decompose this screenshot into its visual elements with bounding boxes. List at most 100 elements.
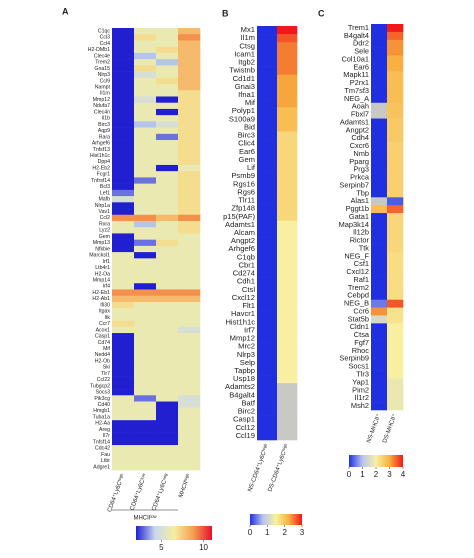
heatmap-cell — [257, 228, 278, 238]
heatmap-cell — [257, 423, 278, 433]
row-label: Mif — [245, 98, 256, 107]
heatmap-cell — [178, 301, 201, 309]
heatmap-cell — [178, 451, 201, 458]
heatmap-cell — [277, 350, 298, 360]
heatmap-cell — [387, 260, 404, 269]
heatmap-cell — [112, 451, 135, 458]
row-label: Polyp1 — [232, 106, 255, 115]
heatmap-cell — [134, 301, 157, 309]
heatmap-cell — [134, 46, 157, 54]
heatmap-cell — [156, 71, 179, 79]
row-label: Rgs6 — [237, 187, 255, 196]
heatmap-cell — [134, 233, 157, 240]
heatmap-cell — [387, 386, 404, 395]
heatmap-cell — [387, 173, 404, 182]
heatmap-cell — [112, 401, 135, 409]
heatmap-cell — [178, 320, 201, 328]
row-label: Ccl4 — [100, 41, 110, 47]
heatmap-cell — [112, 102, 135, 110]
heatmap-cell — [257, 82, 278, 92]
heatmap-cell — [178, 177, 201, 184]
heatmap-cell — [257, 107, 278, 116]
heatmap-cell — [178, 40, 201, 47]
heatmap-cell — [371, 213, 388, 222]
heatmap-cell — [156, 445, 179, 452]
heatmap-cell — [112, 171, 135, 178]
heatmap-cell — [112, 196, 135, 203]
heatmap-cell — [257, 164, 278, 173]
heatmap-cell — [134, 283, 157, 290]
row-label: Irf1 — [103, 259, 111, 265]
heatmap-cell — [257, 147, 278, 157]
row-label: Tnfsf13 — [93, 147, 110, 153]
row-label: Fgf7 — [354, 338, 369, 347]
heatmap-cell — [371, 47, 388, 56]
heatmap-cell — [134, 420, 157, 427]
heatmap-cell — [387, 47, 404, 56]
heatmap-cell — [134, 102, 157, 110]
heatmap-cell — [178, 314, 201, 321]
row-label: Lif — [247, 163, 256, 172]
row-label: Socs1 — [348, 362, 369, 371]
row-label: Mmp12 — [93, 97, 110, 103]
row-label: Angpt2 — [346, 125, 369, 134]
row-label: Rhoc — [352, 346, 370, 355]
heatmap-cell — [371, 252, 388, 261]
heatmap-cell — [277, 42, 298, 51]
heatmap-cell — [156, 395, 179, 402]
heatmap-cell — [134, 308, 157, 315]
heatmap-cell — [257, 342, 278, 352]
heatmap-cell — [387, 79, 404, 88]
heatmap-cell — [178, 270, 201, 278]
row-label: Adamts2 — [225, 382, 255, 391]
heatmap-cell — [178, 121, 201, 128]
heatmap-cell — [112, 59, 135, 66]
heatmap-cell — [277, 375, 298, 384]
heatmap-cell — [156, 108, 179, 116]
heatmap-cell — [112, 308, 135, 315]
heatmap-cell — [387, 157, 404, 167]
row-label: Adamts1 — [340, 117, 369, 126]
heatmap-cell — [178, 220, 201, 228]
row-label: Csf1 — [354, 259, 369, 268]
row-label: Clec4n — [94, 109, 110, 115]
row-label: Il1b — [102, 116, 110, 122]
heatmap-cell — [156, 370, 179, 377]
row-label: p15(PAF) — [223, 212, 255, 221]
row-label: Mx1 — [241, 25, 255, 34]
heatmap-cell — [134, 320, 157, 328]
row-label: Ccl3 — [100, 35, 110, 41]
heatmap-cell — [156, 158, 179, 166]
heatmap-cell — [134, 314, 157, 321]
row-label: Gem — [99, 234, 110, 240]
row-label: Nlrp3 — [98, 72, 111, 78]
heatmap-cell — [277, 391, 298, 400]
heatmap-cell — [178, 71, 201, 79]
heatmap-cell — [257, 188, 278, 197]
heatmap-cell — [156, 407, 179, 415]
heatmap-cell — [178, 438, 201, 446]
heatmap-cell — [134, 208, 157, 216]
heatmap-cell — [178, 407, 201, 415]
heatmap-cell — [178, 183, 201, 191]
row-label: Ctsa — [354, 330, 370, 339]
heatmap-cell — [371, 110, 388, 119]
row-label: Ccl12 — [236, 423, 255, 432]
row-label: Pparg — [349, 157, 369, 166]
heatmap-cell — [387, 142, 404, 151]
row-label: Birc3 — [98, 122, 110, 128]
heatmap-cell — [178, 65, 201, 72]
heatmap-cell — [134, 245, 157, 253]
row-label: Trem1 — [348, 23, 369, 32]
heatmap-cell — [277, 358, 298, 368]
row-label: Pik3cg — [94, 396, 110, 402]
heatmap-cell — [134, 164, 157, 172]
heatmap-cell — [371, 339, 388, 348]
heatmap-cell — [156, 314, 179, 321]
heatmap-cell — [277, 180, 298, 189]
row-label: Ttk — [359, 243, 370, 252]
heatmap-cell — [277, 334, 298, 343]
heatmap-cell — [277, 139, 298, 149]
heatmap-cell — [371, 94, 388, 104]
heatmap-cell — [178, 395, 201, 402]
